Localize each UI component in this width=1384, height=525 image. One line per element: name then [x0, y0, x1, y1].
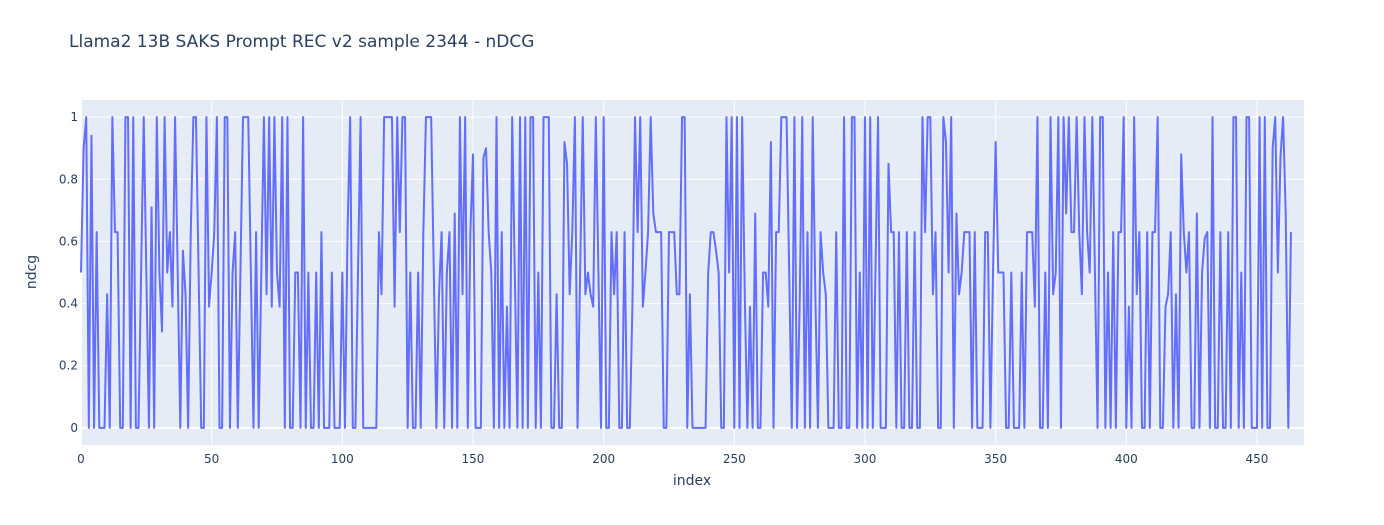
x-tick-label: 250 — [723, 452, 746, 466]
y-axis-ticks: 0 0.2 0.4 0.6 0.8 1 — [59, 110, 78, 435]
x-tick-label: 150 — [462, 452, 485, 466]
x-tick-label: 300 — [854, 452, 877, 466]
y-tick-label: 0.2 — [59, 359, 78, 373]
x-tick-label: 100 — [331, 452, 354, 466]
x-axis-ticks: 0 50 100 150 200 250 300 350 400 450 — [77, 452, 1268, 466]
x-tick-label: 400 — [1115, 452, 1138, 466]
x-tick-label: 450 — [1246, 452, 1269, 466]
chart-title: Llama2 13B SAKS Prompt REC v2 sample 234… — [69, 32, 535, 52]
x-tick-label: 200 — [592, 452, 615, 466]
y-tick-label: 0.6 — [59, 234, 78, 248]
x-tick-label: 50 — [204, 452, 219, 466]
series-line — [80, 116, 1292, 429]
y-tick-label: 0.4 — [59, 297, 78, 311]
y-tick-label: 1 — [70, 110, 78, 124]
y-axis-title: ndcg — [24, 255, 40, 289]
x-tick-label: 0 — [77, 452, 85, 466]
y-tick-label: 0 — [70, 421, 78, 435]
x-tick-label: 350 — [984, 452, 1007, 466]
x-axis-title: index — [673, 473, 711, 489]
y-tick-label: 0.8 — [59, 172, 78, 186]
